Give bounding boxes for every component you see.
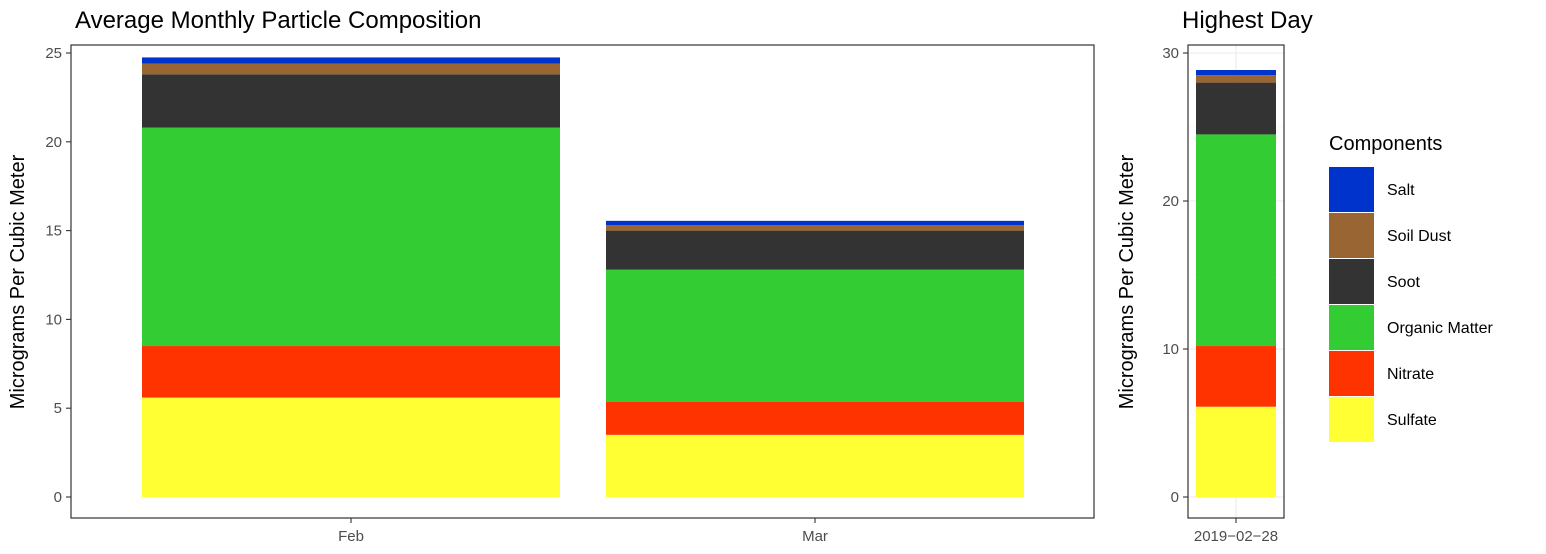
legend-key-sulfate <box>1329 397 1374 442</box>
monthly-bar-mar-sulfate <box>606 434 1024 497</box>
highest-day-bar-2019-02-28-organic-matter <box>1196 134 1276 347</box>
monthly-bar-mar-salt <box>606 220 1024 226</box>
monthly-panel-border <box>70 44 1095 519</box>
highest-day-bar-2019-02-28-soil-dust <box>1196 75 1276 83</box>
legend-label-soot: Soot <box>1387 274 1420 291</box>
legend-key-soot <box>1329 259 1374 304</box>
monthly-y-tick-label: 10 <box>45 311 62 328</box>
monthly-bar-feb-soil-dust <box>142 63 560 75</box>
monthly-bar-feb-nitrate <box>142 346 560 398</box>
legend-title: Components <box>1329 133 1442 155</box>
legend-label-salt: Salt <box>1387 182 1415 199</box>
highest-day-y-tick-label: 10 <box>1162 341 1179 358</box>
monthly-y-tick-label: 20 <box>45 134 62 151</box>
legend-key-soil-dust <box>1329 213 1374 258</box>
legend-label-organic-matter: Organic Matter <box>1387 320 1493 337</box>
monthly-x-tick-label-feb: Feb <box>338 528 364 545</box>
monthly-y-tick-label: 5 <box>54 400 62 417</box>
legend-key-salt <box>1329 167 1374 212</box>
monthly-bar-feb-soot <box>142 74 560 128</box>
monthly-bar-feb-organic-matter <box>142 127 560 347</box>
highest-day-y-axis-title: Micrograms Per Cubic Meter <box>1116 154 1138 409</box>
legend-items: Salt Soil Dust Soot Organic Matter Nitrate Su… <box>1329 167 1493 442</box>
legend-label-sulfate: Sulfate <box>1387 412 1437 429</box>
monthly-chart-title: Average Monthly Particle Composition <box>75 7 481 34</box>
highest-day-x-tick-label-2019-02-28: 2019−02−28 <box>1194 528 1278 545</box>
legend-label-soil-dust: Soil Dust <box>1387 228 1452 245</box>
monthly-bar-feb-salt <box>142 57 560 64</box>
highest-day-y-tick-label: 30 <box>1162 45 1179 62</box>
legend-label-nitrate: Nitrate <box>1387 366 1434 383</box>
highest-day-title: Highest Day <box>1182 7 1313 34</box>
monthly-bar-mar-nitrate <box>606 401 1024 435</box>
legend-key-nitrate <box>1329 351 1374 396</box>
monthly-bar-mar-soil-dust <box>606 225 1024 231</box>
highest-day-bar-2019-02-28-salt <box>1196 70 1276 76</box>
highest-day-bar-2019-02-28-sulfate <box>1196 406 1276 497</box>
monthly-y-tick-label: 0 <box>54 489 62 506</box>
monthly-y-tick-label: 15 <box>45 223 62 240</box>
monthly-y-axis-title: Micrograms Per Cubic Meter <box>7 154 29 409</box>
highest-day-y-tick-label: 0 <box>1171 489 1179 506</box>
highest-day-plot-area: 0 10 20 30 2019−02−28 <box>1162 44 1285 545</box>
legend: Components Salt Soil Dust Soot Organic Matt… <box>1329 133 1493 442</box>
monthly-bar-feb-sulfate <box>142 397 560 497</box>
monthly-bar-mar-soot <box>606 230 1024 270</box>
highest-day-bar-2019-02-28-soot <box>1196 82 1276 135</box>
highest-day-bar-2019-02-28-nitrate <box>1196 346 1276 407</box>
monthly-y-tick-label: 25 <box>45 45 62 62</box>
legend-key-organic-matter <box>1329 305 1374 350</box>
highest-day-y-tick-label: 20 <box>1162 193 1179 210</box>
monthly-x-tick-label-mar: Mar <box>802 528 828 545</box>
monthly-plot-area: 0 5 10 15 20 25 Feb Mar <box>45 44 1095 545</box>
monthly-bar-mar-organic-matter <box>606 269 1024 402</box>
